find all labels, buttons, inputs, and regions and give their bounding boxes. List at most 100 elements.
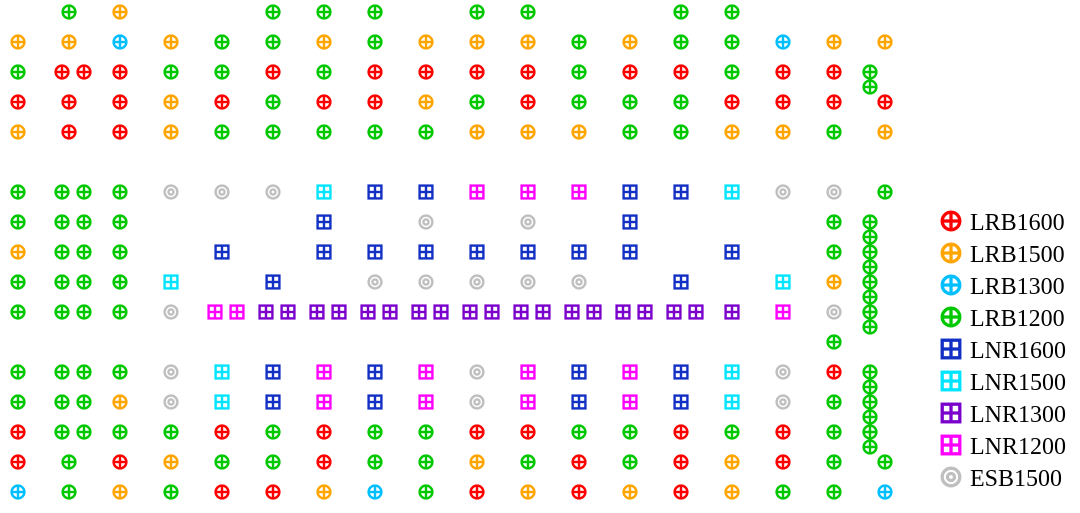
lrb1300-marker xyxy=(10,484,26,500)
lrb1600-marker xyxy=(10,454,26,470)
lrb1500-marker xyxy=(877,124,893,140)
lnr1300-marker xyxy=(382,304,398,320)
lrb1500-marker xyxy=(10,34,26,50)
lrb1200-marker xyxy=(862,379,878,395)
lnr1300-marker xyxy=(411,304,427,320)
lrb1500-marker xyxy=(826,274,842,290)
esb1500-marker xyxy=(520,214,536,230)
lnr1500-marker xyxy=(316,184,332,200)
lnr1600-marker xyxy=(367,394,383,410)
legend-label: LNR1200 xyxy=(970,434,1066,461)
legend-item-lrb1600: LRB1600 xyxy=(940,210,1065,237)
lnr1500-marker xyxy=(724,394,740,410)
lrb1200-marker xyxy=(76,244,92,260)
lrb1200-marker xyxy=(61,4,77,20)
lrb1200-marker xyxy=(862,424,878,440)
legend-label: LNR1600 xyxy=(970,338,1066,365)
legend-label: LNR1300 xyxy=(970,402,1066,429)
lrb1200-marker xyxy=(862,439,878,455)
lnr1600-marker xyxy=(418,184,434,200)
legend-item-lrb1300: LRB1300 xyxy=(940,274,1065,301)
lrb1200-marker xyxy=(826,214,842,230)
lrb1500-marker xyxy=(724,454,740,470)
lnr1300-marker xyxy=(688,304,704,320)
lrb1600-marker xyxy=(775,424,791,440)
esb1500-marker xyxy=(775,364,791,380)
lrb1200-marker xyxy=(877,454,893,470)
lrb1600-marker xyxy=(469,64,485,80)
lrb1500-marker xyxy=(469,454,485,470)
lrb1200-marker xyxy=(520,4,536,20)
lnr1600-marker xyxy=(622,184,638,200)
lrb1600-marker xyxy=(61,124,77,140)
lrb1200-marker xyxy=(724,64,740,80)
lrb1300-marker xyxy=(877,484,893,500)
lrb1500-marker xyxy=(724,124,740,140)
lrb1200-marker xyxy=(367,4,383,20)
lrb1600-marker xyxy=(571,454,587,470)
lnr1300-marker xyxy=(724,304,740,320)
lnr1600-marker xyxy=(265,394,281,410)
lrb1200-marker xyxy=(862,304,878,320)
lrb1200-marker xyxy=(724,34,740,50)
lrb1600-marker xyxy=(877,94,893,110)
lnr1300-marker xyxy=(666,304,682,320)
esb1500-marker xyxy=(265,184,281,200)
lrb1200-marker xyxy=(112,244,128,260)
lrb1200-marker xyxy=(112,184,128,200)
lrb1200-marker xyxy=(112,214,128,230)
lrb1200-marker xyxy=(214,64,230,80)
esb1500-marker xyxy=(163,304,179,320)
lrb1500-marker xyxy=(163,124,179,140)
lnr1200-marker xyxy=(520,394,536,410)
lnr1300-marker xyxy=(637,304,653,320)
lrb1200-marker xyxy=(367,124,383,140)
lrb1600-marker xyxy=(775,454,791,470)
lnr1600-marker xyxy=(265,274,281,290)
lrb1600-marker xyxy=(54,64,70,80)
lrb1200-marker xyxy=(76,364,92,380)
lnr1500-marker xyxy=(163,274,179,290)
lrb1600-marker xyxy=(214,94,230,110)
lnr1300-marker xyxy=(586,304,602,320)
lrb1500-marker xyxy=(622,34,638,50)
lrb1200-marker xyxy=(76,394,92,410)
lnr1600-marker xyxy=(367,364,383,380)
lnr1600-marker xyxy=(367,184,383,200)
lnr1600-marker xyxy=(571,244,587,260)
lrb1200-marker xyxy=(622,124,638,140)
lrb1500-marker xyxy=(163,34,179,50)
lrb1200-marker xyxy=(265,424,281,440)
lnr1200-marker xyxy=(418,394,434,410)
lrb1500-marker xyxy=(418,94,434,110)
esb1500-marker xyxy=(163,394,179,410)
lrb1500-marker xyxy=(418,34,434,50)
lrb1200-marker xyxy=(316,4,332,20)
lrb1200-marker xyxy=(54,274,70,290)
lnr1600-marker xyxy=(214,244,230,260)
lrb1200-marker xyxy=(61,484,77,500)
lrb1600-marker xyxy=(367,94,383,110)
lnr1300-marker xyxy=(309,304,325,320)
lrb1500-marker xyxy=(112,394,128,410)
lrb1200-marker xyxy=(163,424,179,440)
lrb1500-marker xyxy=(826,34,842,50)
lrb1200-marker xyxy=(862,319,878,335)
lrb1200-marker xyxy=(673,124,689,140)
lrb1600-marker xyxy=(10,424,26,440)
lnr1600-marker xyxy=(724,244,740,260)
lrb1600-marker xyxy=(214,484,230,500)
lrb1600-marker xyxy=(520,424,536,440)
lrb1200-legend-icon xyxy=(940,306,962,333)
lrb1200-marker xyxy=(214,34,230,50)
lrb1500-marker xyxy=(877,34,893,50)
legend-label: LRB1300 xyxy=(970,274,1065,301)
lnr1600-marker xyxy=(265,364,281,380)
lnr1600-marker xyxy=(316,214,332,230)
lrb1300-marker xyxy=(367,484,383,500)
lnr1300-marker xyxy=(513,304,529,320)
lnr1200-marker xyxy=(622,364,638,380)
lrb1200-marker xyxy=(10,364,26,380)
lrb1600-marker xyxy=(571,484,587,500)
lnr1600-marker xyxy=(622,214,638,230)
